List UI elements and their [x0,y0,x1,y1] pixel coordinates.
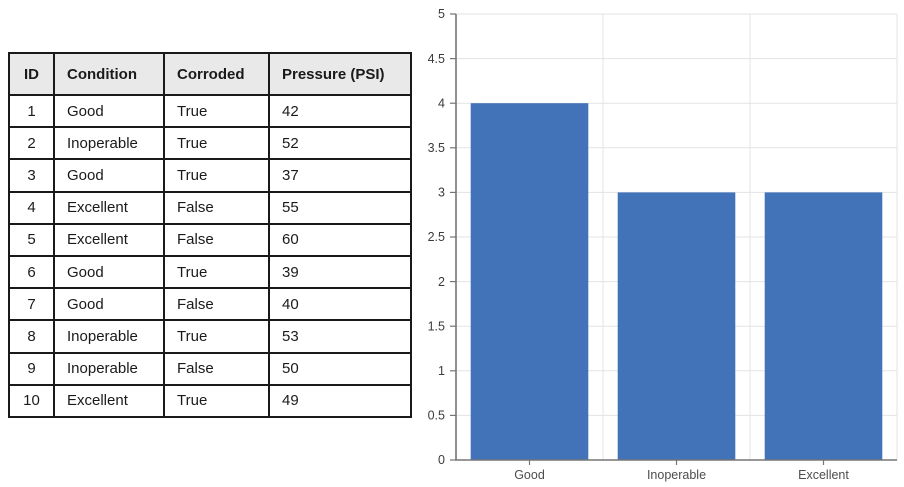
table-cell: False [163,190,270,225]
x-category-label: Good [514,468,545,482]
y-tick-label: 2 [438,275,445,289]
column-header-corroded: Corroded [163,52,270,96]
table-cell: 53 [268,319,412,354]
condition-count-bar-chart: 0 0.5 1 1.5 2 2.5 3 3.5 4 4.5 5 Good Inoperable Excel… [420,0,904,487]
table-cell: False [163,222,270,257]
table-body: 1 Good True 42 2 Inoperable True 52 3 Good True 37 4… [8,93,412,418]
table-cell: 3 [8,158,55,193]
pipe-data-table: ID Condition Corroded Pressure (PSI) 1 Good T… [8,52,412,418]
table-row: 2 Inoperable True 52 [8,126,412,161]
table-cell: Good [53,254,165,290]
table-cell: True [163,93,270,129]
table-cell: Inoperable [53,319,165,354]
x-category-label: Excellent [798,468,849,482]
column-header-id: ID [8,52,55,96]
table-cell: 37 [268,158,412,193]
y-tick-label: 5 [438,7,445,21]
column-header-condition: Condition [53,52,165,96]
y-tick-label: 3 [438,186,445,200]
table-row: 10 Excellent True 49 [8,383,412,418]
table-header-row: ID Condition Corroded Pressure (PSI) [8,52,412,96]
bar-inoperable [617,192,736,460]
table-row: 9 Inoperable False 50 [8,351,412,386]
y-tick-label: 1 [438,364,445,378]
y-tick-label: 4.5 [428,52,445,66]
bar-chart-svg: 0 0.5 1 1.5 2 2.5 3 3.5 4 4.5 5 Good Inoperable Excel… [428,7,898,482]
y-tick-label: 0.5 [428,409,445,423]
table-cell: Inoperable [53,351,165,386]
table-cell: 7 [8,287,55,322]
table-cell: 4 [8,190,55,225]
table-cell: Good [53,287,165,322]
table-cell: True [163,126,270,161]
table-row: 8 Inoperable True 53 [8,319,412,354]
table-cell: Excellent [53,222,165,257]
table-row: 6 Good True 39 [8,254,412,290]
table-cell: True [163,383,270,418]
column-header-pressure-psi: Pressure (PSI) [268,52,412,96]
table-cell: Good [53,158,165,193]
table-cell: 42 [268,93,412,129]
y-tick-label: 2.5 [428,230,445,244]
y-tick-label: 0 [438,453,445,467]
table-row: 4 Excellent False 55 [8,190,412,225]
table-cell: 52 [268,126,412,161]
y-tick-label: 4 [438,96,445,110]
table-cell: 50 [268,351,412,386]
table-cell: 1 [8,93,55,129]
table-cell: 6 [8,254,55,290]
table-cell: 55 [268,190,412,225]
table-cell: Inoperable [53,126,165,161]
table-cell: 60 [268,222,412,257]
table-cell: True [163,319,270,354]
table-cell: 39 [268,254,412,290]
table-cell: 49 [268,383,412,418]
bar-excellent [764,192,883,460]
bar-good [470,103,589,460]
x-category-label: Inoperable [647,468,706,482]
table-row: 3 Good True 37 [8,158,412,193]
table-cell: False [163,287,270,322]
table-cell: 2 [8,126,55,161]
table-cell: 8 [8,319,55,354]
table-cell: True [163,158,270,193]
data-table: ID Condition Corroded Pressure (PSI) 1 Good T… [8,52,412,418]
table-cell: True [163,254,270,290]
table-cell: Good [53,93,165,129]
table-cell: False [163,351,270,386]
table-cell: 9 [8,351,55,386]
table-cell: 5 [8,222,55,257]
y-tick-label: 1.5 [428,319,445,333]
table-cell: Excellent [53,383,165,418]
table-cell: 10 [8,383,55,418]
table-cell: Excellent [53,190,165,225]
y-tick-label: 3.5 [428,141,445,155]
table-row: 1 Good True 42 [8,93,412,129]
table-cell: 40 [268,287,412,322]
table-row: 5 Excellent False 60 [8,222,412,257]
table-row: 7 Good False 40 [8,287,412,322]
